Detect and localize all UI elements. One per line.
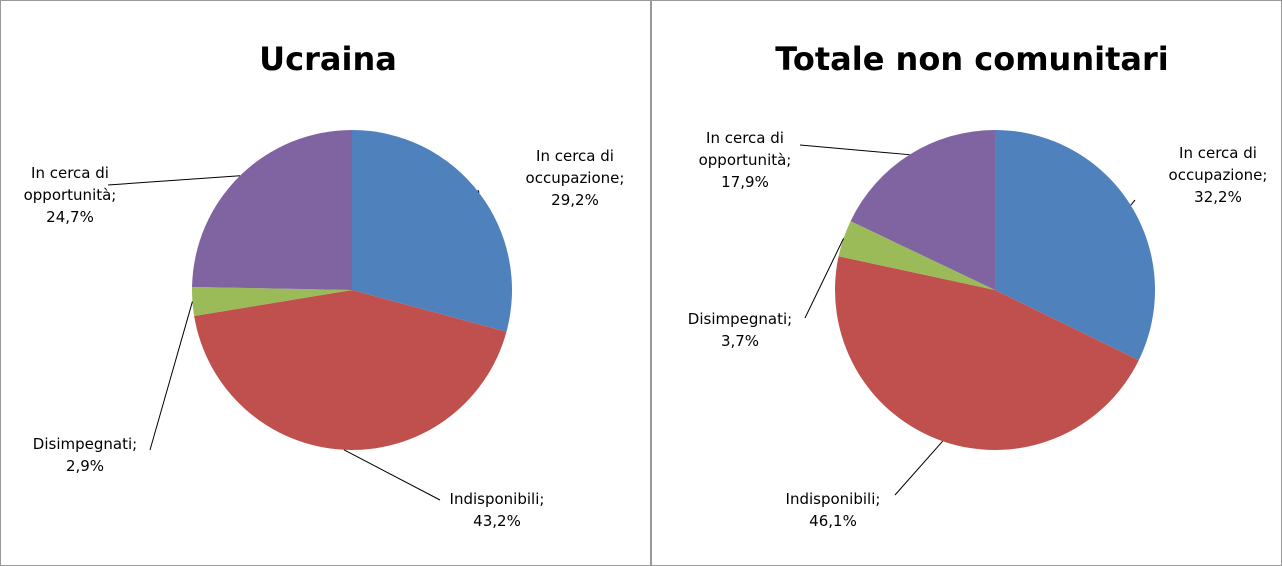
leader-line	[149, 301, 193, 451]
slice-value-label: 43,2%	[473, 512, 521, 530]
data-label: In cerca di occupazione; 29,2%	[520, 145, 630, 211]
pie-slice	[995, 130, 1155, 361]
pie-slice	[838, 221, 995, 290]
slice-value-label: 2,9%	[65, 457, 105, 475]
slice-category: Indisponibili;	[785, 490, 881, 508]
leader-line	[894, 440, 944, 496]
leader-line	[804, 238, 845, 319]
data-label: Disimpegnati; 2,9%	[25, 433, 145, 477]
leader-line	[477, 189, 480, 193]
slice-value-label: 32,2%	[1194, 188, 1242, 206]
pie-slice	[850, 130, 995, 290]
chart-title: Totale non comunitari	[775, 40, 1168, 78]
slice-category: In cerca di occupazione;	[525, 147, 625, 187]
leader-line	[107, 175, 240, 186]
slice-category: Disimpegnati;	[687, 310, 793, 328]
slice-value-label: 24,7%	[46, 208, 94, 226]
slice-category: Indisponibili;	[449, 490, 545, 508]
data-label: Indisponibili; 43,2%	[442, 488, 552, 532]
data-label: In cerca di opportunità; 17,9%	[680, 127, 810, 193]
pie-slice	[352, 130, 513, 332]
slice-value-label: 46,1%	[809, 512, 857, 530]
slice-value-label: 17,9%	[721, 173, 769, 191]
chart-title: Ucraina	[259, 40, 397, 78]
pie-slice	[835, 256, 1139, 450]
slice-value-label: 3,7%	[720, 332, 760, 350]
slice-category: In cerca di opportunità;	[23, 164, 117, 204]
pie-slice	[192, 130, 352, 290]
data-label: Indisponibili; 46,1%	[768, 488, 898, 532]
data-label: In cerca di opportunità; 24,7%	[15, 162, 125, 228]
leader-line	[343, 449, 441, 501]
leader-line	[799, 144, 910, 156]
slice-category: Disimpegnati;	[32, 435, 138, 453]
slice-category: In cerca di occupazione;	[1168, 144, 1268, 184]
slice-value-label: 29,2%	[551, 191, 599, 209]
data-label: In cerca di occupazione; 32,2%	[1156, 142, 1281, 208]
pie-slice	[194, 290, 507, 450]
slice-category: In cerca di opportunità;	[698, 129, 792, 169]
leader-line	[1130, 199, 1136, 206]
data-label: Disimpegnati; 3,7%	[675, 308, 805, 352]
pie-slice	[192, 286, 352, 317]
